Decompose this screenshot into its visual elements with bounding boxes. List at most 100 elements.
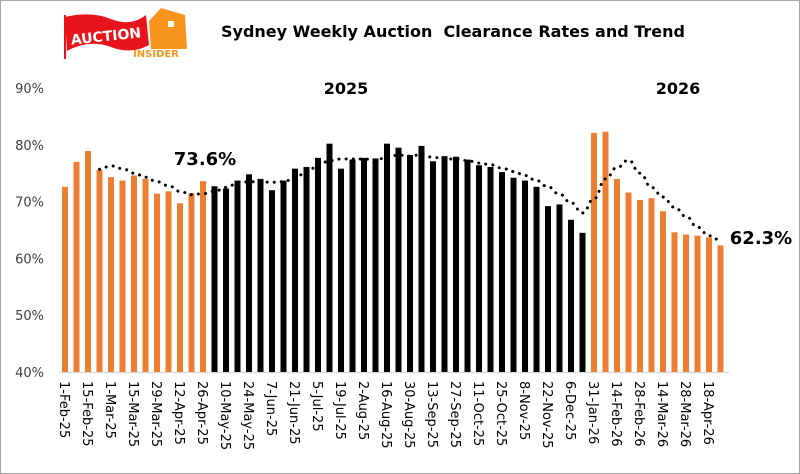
bar (476, 165, 482, 372)
bar (211, 186, 218, 372)
bar (361, 157, 367, 372)
bar (384, 143, 390, 372)
y-tick-label: 40% (15, 366, 44, 381)
x-tick-label: 16-Aug-25 (378, 381, 393, 449)
bars (62, 131, 724, 372)
bar (430, 161, 436, 372)
bar (499, 172, 505, 372)
bar (395, 147, 402, 372)
bar (660, 211, 666, 372)
bar (464, 159, 471, 372)
bar (625, 192, 632, 372)
bar (154, 193, 160, 372)
y-tick-label: 50% (15, 309, 44, 324)
bar (96, 169, 103, 372)
bar (510, 177, 517, 372)
bar (292, 168, 298, 372)
bar (556, 204, 563, 372)
bar (568, 219, 574, 372)
bar (372, 158, 379, 372)
x-tick-label: 29-Mar-25 (148, 381, 163, 447)
bar (637, 199, 643, 372)
x-tick-label: 8-Nov-25 (516, 381, 531, 440)
x-tick-label: 24-May-25 (240, 381, 255, 450)
x-tick-label: 19-Jul-25 (332, 381, 347, 440)
logo-word-insider: INSIDER (133, 49, 179, 60)
bar (418, 145, 425, 372)
bar (591, 132, 597, 372)
bar (188, 193, 195, 372)
y-tick-label: 60% (15, 252, 44, 267)
x-tick-label: 1-Mar-25 (102, 381, 117, 439)
trend-line (98, 152, 722, 242)
bar (246, 174, 252, 372)
bar (73, 161, 80, 372)
trend-path (98, 152, 722, 242)
year-label-2025: 2025 (324, 79, 369, 98)
bar (200, 181, 206, 372)
bar (441, 156, 448, 372)
bar (579, 232, 586, 372)
x-tick-label: 11-Oct-25 (470, 381, 485, 446)
bar (315, 157, 321, 372)
x-tick-label: 18-Apr-26 (700, 381, 715, 445)
bar (142, 178, 149, 372)
bar (177, 203, 183, 372)
logo-house (149, 8, 187, 49)
x-tick-label: 5-Jul-25 (309, 381, 324, 432)
bar (269, 190, 275, 372)
bar (326, 143, 333, 372)
bar (487, 166, 494, 372)
bar (131, 175, 137, 372)
y-tick-label: 70% (15, 196, 44, 211)
bar (706, 237, 712, 372)
bar (648, 198, 655, 372)
y-tick-label: 90% (15, 82, 44, 97)
x-tick-label: 30-Aug-25 (401, 381, 416, 449)
logo: AUCTION INSIDER (64, 8, 187, 60)
annotation-latest: 62.3% (730, 228, 792, 249)
bar (717, 245, 724, 372)
bar (85, 151, 91, 372)
x-tick-label: 21-Jun-25 (286, 381, 301, 445)
x-tick-label: 14-Feb-26 (608, 381, 623, 446)
bar (338, 168, 344, 372)
bar (407, 155, 413, 372)
x-tick-label: 28-Mar-26 (677, 381, 692, 447)
bar (62, 186, 68, 372)
bar (165, 191, 172, 372)
bar (303, 166, 310, 372)
x-tick-label: 2-Aug-25 (355, 381, 370, 440)
x-tick-label: 7-Jun-25 (263, 381, 278, 436)
bar (453, 156, 459, 372)
x-tick-label: 6-Dec-25 (562, 381, 577, 440)
y-tick-label: 80% (15, 139, 44, 154)
x-tick-label: 26-Apr-25 (194, 381, 209, 445)
logo-house-window (168, 21, 174, 27)
bar (533, 186, 540, 372)
x-tick-label: 15-Mar-25 (125, 381, 140, 447)
x-tick-label: 25-Oct-25 (493, 381, 508, 446)
bar (108, 177, 114, 372)
bar (545, 206, 551, 372)
bar (119, 180, 126, 372)
x-axis: 1-Feb-25 15-Feb-25 1-Mar-25 15-Mar-25 29-Mar… (56, 381, 715, 450)
bar (223, 188, 229, 372)
bar (683, 234, 689, 372)
x-tick-label: 27-Sep-25 (447, 381, 462, 448)
logo-flag (65, 14, 149, 51)
logo-flagpole (64, 15, 66, 59)
bar (234, 180, 241, 372)
bar (694, 235, 701, 372)
bar (257, 178, 264, 372)
logo-word-auction: AUCTION (70, 25, 142, 48)
x-tick-label: 15-Feb-25 (79, 381, 94, 446)
annotation-start-trend: 73.6% (174, 149, 236, 170)
x-tick-label: 10-May-25 (217, 381, 232, 450)
bar (602, 131, 609, 372)
x-tick-label: 13-Sep-25 (424, 381, 439, 448)
bar (349, 159, 356, 372)
x-tick-label: 12-Apr-25 (171, 381, 186, 445)
